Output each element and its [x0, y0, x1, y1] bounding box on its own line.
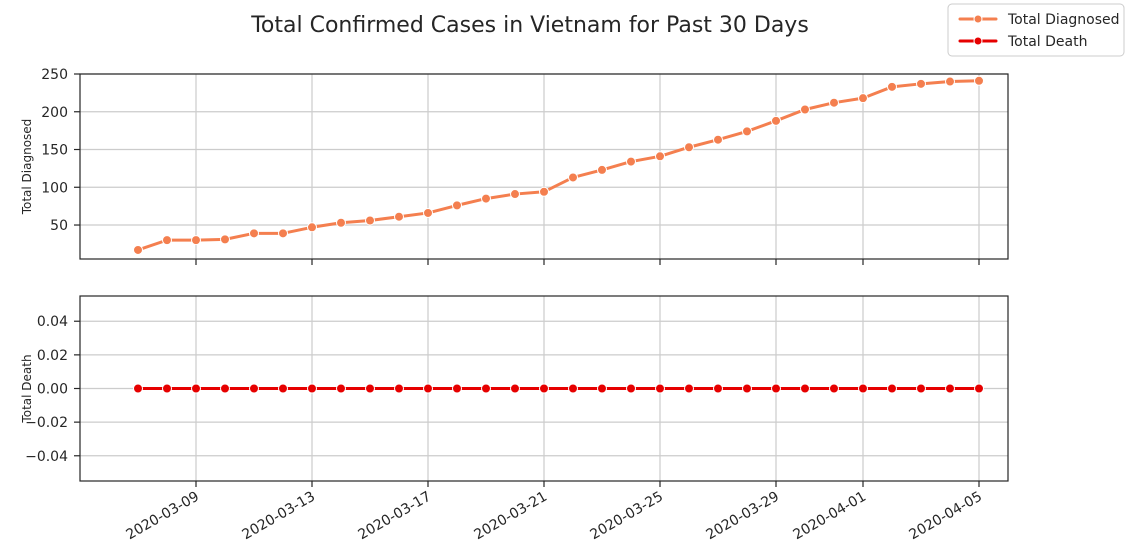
y-tick-label: 0.00 [37, 382, 68, 398]
legend: Total Diagnosed Total Death [947, 3, 1125, 57]
data-point-diagnosed [510, 189, 520, 200]
data-point-death [945, 383, 955, 394]
data-point-death [365, 383, 375, 394]
x-tick-label: 2020-04-05 [907, 489, 985, 544]
data-point-death [713, 383, 723, 394]
data-point-death [249, 383, 259, 394]
y-tick-label: 0.04 [37, 314, 68, 330]
plot-frame [79, 73, 1009, 260]
data-point-diagnosed [162, 235, 172, 246]
y-tick-label: 200 [41, 105, 68, 121]
data-point-death [510, 383, 520, 394]
data-point-diagnosed [713, 134, 723, 145]
data-point-death [742, 383, 752, 394]
y-tick-label: 150 [41, 143, 68, 159]
legend-label-death: Total Death [1007, 34, 1087, 50]
x-tick-label: 2020-03-09 [124, 489, 202, 544]
legend-marker-death [973, 36, 983, 46]
x-tick-label: 2020-03-21 [472, 489, 550, 544]
data-point-diagnosed [481, 193, 491, 204]
data-point-death [220, 383, 230, 394]
data-point-death [916, 383, 926, 394]
data-point-death [800, 383, 810, 394]
data-point-death [597, 383, 607, 394]
data-point-death [336, 383, 346, 394]
data-point-death [974, 383, 984, 394]
data-point-death [191, 383, 201, 394]
x-tick-label: 2020-03-17 [356, 489, 434, 544]
y-tick-label: −0.02 [25, 415, 68, 431]
data-point-death [771, 383, 781, 394]
data-point-diagnosed [307, 222, 317, 233]
x-tick-label: 2020-03-29 [704, 489, 782, 544]
data-point-diagnosed [684, 142, 694, 153]
y-tick-label: −0.04 [25, 449, 68, 465]
data-point-diagnosed [597, 164, 607, 175]
x-tick-label: 2020-03-25 [588, 489, 666, 544]
panel-total-death: −0.04 −0.02 0.00 0.02 0.04 Total Death [20, 295, 1009, 487]
data-point-death [133, 383, 143, 394]
y-tick-label: 250 [41, 67, 68, 83]
data-point-diagnosed [829, 97, 839, 108]
data-point-diagnosed [249, 228, 259, 239]
data-point-death [481, 383, 491, 394]
legend-marker-diagnosed [973, 14, 983, 24]
data-point-diagnosed [916, 78, 926, 89]
data-point-diagnosed [771, 115, 781, 126]
data-point-diagnosed [800, 104, 810, 115]
data-point-diagnosed [568, 172, 578, 183]
data-point-death [626, 383, 636, 394]
x-tick-label: 2020-04-01 [791, 489, 869, 544]
data-point-death [452, 383, 462, 394]
data-point-death [568, 383, 578, 394]
data-point-death [539, 383, 549, 394]
y-axis-label-death: Total Death [20, 354, 34, 423]
data-point-death [887, 383, 897, 394]
y-tick-label: 100 [41, 180, 68, 196]
data-point-death [684, 383, 694, 394]
data-point-diagnosed [133, 244, 143, 255]
data-point-death [829, 383, 839, 394]
data-point-diagnosed [336, 217, 346, 228]
data-point-death [307, 383, 317, 394]
y-axis-label-diagnosed: Total Diagnosed [20, 119, 34, 216]
panel-total-diagnosed: 50 100 150 200 250 Total Diagnosed [20, 67, 1009, 265]
data-point-diagnosed [191, 235, 201, 246]
data-point-diagnosed [394, 211, 404, 222]
data-point-diagnosed [974, 75, 984, 86]
data-point-death [162, 383, 172, 394]
data-point-death [655, 383, 665, 394]
data-point-diagnosed [858, 93, 868, 104]
data-point-diagnosed [945, 76, 955, 87]
legend-label-diagnosed: Total Diagnosed [1007, 12, 1120, 28]
data-point-death [858, 383, 868, 394]
data-point-diagnosed [626, 156, 636, 167]
y-tick-label: 0.02 [37, 348, 68, 364]
data-point-diagnosed [423, 207, 433, 218]
data-point-diagnosed [365, 215, 375, 226]
data-point-death [278, 383, 288, 394]
data-point-diagnosed [655, 151, 665, 162]
data-point-death [423, 383, 433, 394]
chart-title: Total Confirmed Cases in Vietnam for Pas… [250, 13, 809, 38]
data-point-diagnosed [887, 81, 897, 92]
legend-frame [947, 3, 1125, 57]
data-point-diagnosed [220, 234, 230, 245]
data-point-diagnosed [539, 186, 549, 197]
plot-frame [79, 295, 1009, 482]
shared-x-axis: 2020-03-09 2020-03-13 2020-03-17 2020-03-21… [124, 489, 985, 544]
data-point-death [394, 383, 404, 394]
data-point-diagnosed [278, 228, 288, 239]
x-tick-label: 2020-03-13 [240, 489, 318, 544]
data-point-diagnosed [452, 200, 462, 211]
y-tick-label: 50 [50, 218, 68, 234]
data-point-diagnosed [742, 126, 752, 137]
